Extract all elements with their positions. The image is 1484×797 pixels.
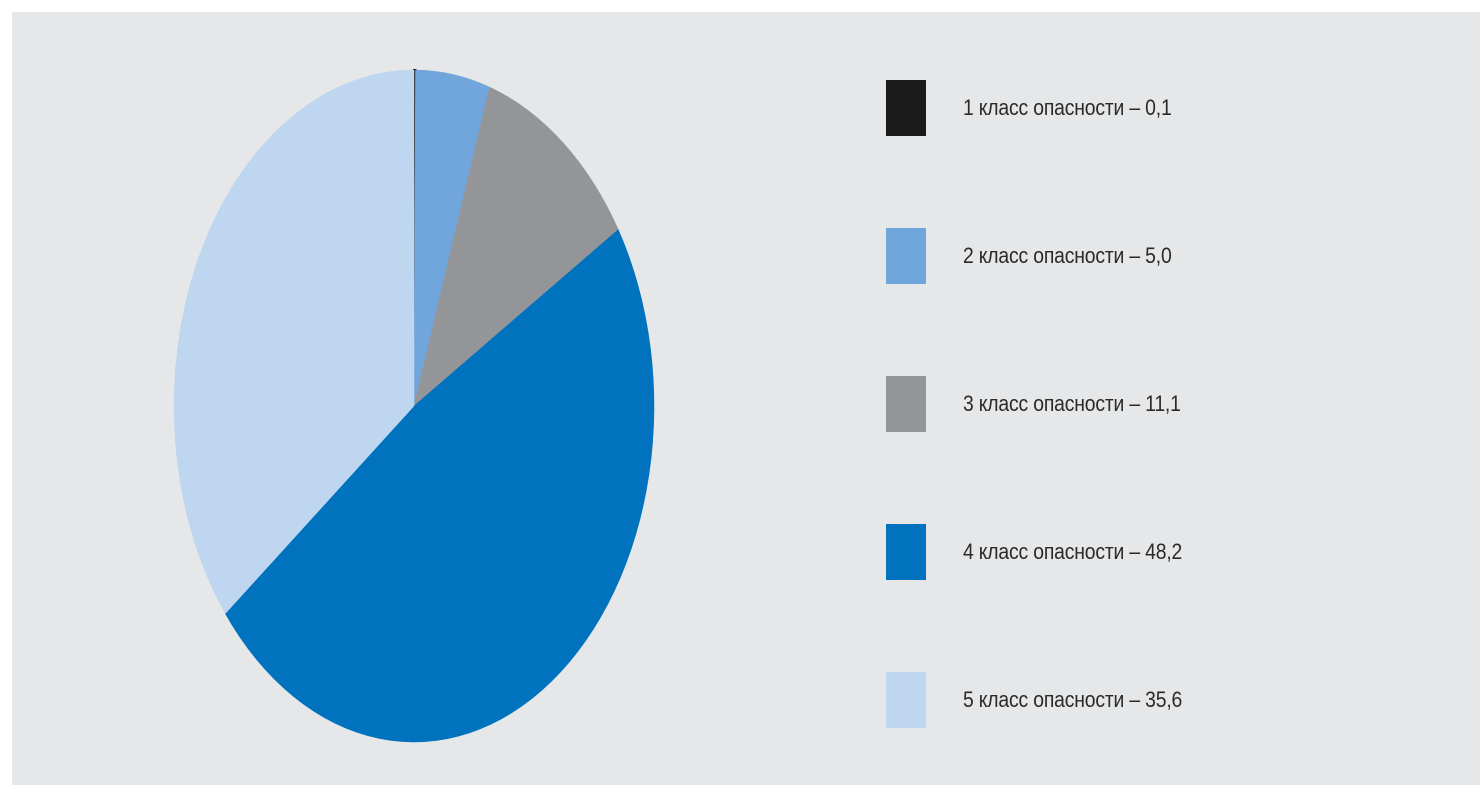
chart-panel: 1 класс опасности – 0,1 2 класс опасност… (12, 12, 1480, 785)
legend-swatch-4 (886, 524, 926, 580)
legend-swatch-1 (886, 80, 926, 136)
pie-slice-5 (173, 69, 415, 615)
legend-swatch-2 (886, 228, 926, 284)
legend-label-5: 5 класс опасности – 35,6 (963, 687, 1183, 712)
legend-swatch-5 (886, 672, 926, 728)
legend-swatch-3 (886, 376, 926, 432)
legend-item-5: 5 класс опасности – 35,6 (886, 672, 1212, 728)
pie-slice-3 (413, 86, 619, 407)
legend-label-4: 4 класс опасности – 48,2 (963, 539, 1183, 564)
legend-item-2: 2 класс опасности – 5,0 (886, 228, 1200, 284)
pie-slices (173, 68, 655, 743)
pie-slice-4 (224, 229, 655, 743)
pie-chart (173, 68, 655, 743)
legend-label-2: 2 класс опасности – 5,0 (963, 243, 1172, 268)
legend-item-4: 4 класс опасности – 48,2 (886, 524, 1212, 580)
legend-label-3: 3 класс опасности – 11,1 (963, 391, 1181, 416)
legend-label-1: 1 класс опасности – 0,1 (963, 95, 1172, 120)
legend-item-1: 1 класс опасности – 0,1 (886, 80, 1200, 136)
legend-item-3: 3 класс опасности – 11,1 (886, 376, 1210, 432)
